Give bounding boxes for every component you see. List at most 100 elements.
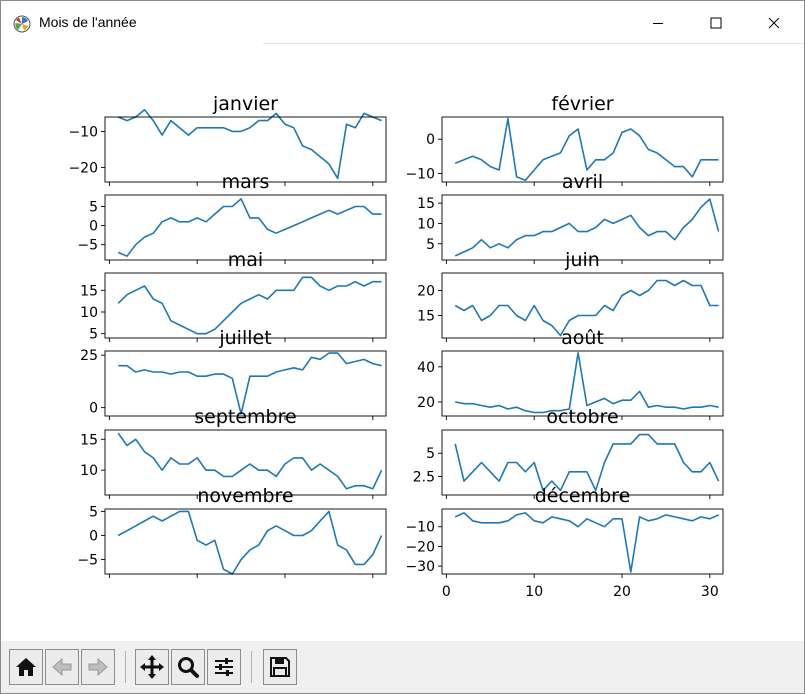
ytick-label: 15 — [417, 309, 435, 325]
ytick-label: −5 — [77, 238, 98, 254]
ytick-label: 15 — [80, 283, 98, 299]
subplot-avril: 15 10 5 avril — [417, 171, 724, 264]
maximize-icon — [710, 17, 722, 29]
window-title: Mois de l'année — [39, 14, 137, 30]
subplot-title: janvier — [212, 93, 278, 115]
home-button[interactable] — [9, 649, 43, 685]
ytick-label: −10 — [68, 124, 98, 140]
floppy-disk-icon — [270, 657, 290, 677]
subplot-juillet: 25 0 juillet — [80, 327, 387, 420]
xtick-label: 0 — [442, 584, 451, 600]
ytick-label: 0 — [89, 401, 98, 417]
xtick-label: 20 — [613, 584, 631, 600]
axes-frame — [441, 350, 724, 417]
ytick-label: −20 — [405, 539, 435, 555]
ytick-label: 10 — [417, 216, 435, 232]
subplot-title: juillet — [218, 327, 271, 349]
ytick-label: 15 — [417, 196, 435, 212]
matplotlib-icon — [13, 15, 31, 33]
ytick-label: −30 — [405, 559, 435, 575]
ytick-label: −5 — [77, 553, 98, 569]
subplot-octobre: 5 2.5 octobre — [413, 406, 724, 499]
xtick-label: 10 — [525, 584, 543, 600]
save-button[interactable] — [263, 649, 297, 685]
ytick-label: 20 — [417, 284, 435, 300]
figure-canvas[interactable]: −10 −20 janvier 0 −10 février 5 0 −5 mars 15 10 5 avr… — [1, 45, 804, 641]
subplot-title: février — [551, 93, 613, 115]
ytick-label: 10 — [80, 463, 98, 479]
subplot-title: mai — [228, 249, 263, 271]
navigation-toolbar — [1, 641, 804, 693]
series-line-août — [455, 351, 719, 414]
subplot-août: 40 20 août — [417, 327, 724, 420]
ytick-label: 40 — [417, 360, 435, 376]
ytick-label: 5 — [426, 446, 435, 462]
ytick-label: 5 — [426, 237, 435, 253]
ytick-label: 5 — [89, 199, 98, 215]
subplot-title: octobre — [546, 406, 618, 428]
axes-frame — [104, 194, 387, 261]
ytick-label: 15 — [80, 432, 98, 448]
series-line-janvier — [117, 109, 382, 180]
series-line-avril — [454, 198, 720, 257]
zoom-button[interactable] — [171, 649, 205, 685]
pan-button[interactable] — [135, 649, 169, 685]
close-icon — [768, 17, 780, 29]
arrow-left-icon — [52, 657, 72, 677]
toolbar-separator — [125, 651, 126, 683]
configure-subplots-button[interactable] — [207, 649, 241, 685]
subplot-septembre: 15 10 septembre — [80, 406, 387, 499]
subplot-mai: 15 10 5 mai — [80, 249, 387, 343]
subplot-janvier: −10 −20 janvier — [68, 93, 387, 186]
ytick-label: 0 — [89, 219, 98, 235]
subplot-novembre: 5 0 −5 novembre — [77, 485, 387, 578]
series-line-novembre — [117, 510, 383, 575]
close-button[interactable] — [745, 1, 803, 45]
axes-frame — [104, 272, 387, 339]
title-separator — [263, 43, 804, 44]
series-line-octobre — [454, 433, 720, 492]
sliders-icon — [215, 658, 233, 676]
move-icon — [140, 655, 164, 679]
ytick-label: −20 — [68, 161, 98, 177]
ytick-label: 5 — [89, 504, 98, 520]
xtick-label: 30 — [701, 584, 719, 600]
ytick-label: −10 — [405, 166, 435, 182]
series-line-février — [454, 117, 719, 182]
arrow-right-icon — [88, 657, 108, 677]
minimize-icon — [653, 23, 663, 24]
subplot-juin: 20 15 juin — [417, 249, 724, 342]
ytick-label: 0 — [426, 132, 435, 148]
axes-frame — [104, 508, 387, 575]
back-button[interactable] — [45, 649, 79, 685]
series-line-juin — [454, 279, 719, 337]
series-line-mai — [117, 276, 382, 335]
subplot-title: décembre — [535, 485, 631, 507]
ytick-label: 10 — [80, 305, 98, 321]
forward-button[interactable] — [81, 649, 115, 685]
subplot-title: novembre — [197, 485, 293, 507]
title-bar: Mois de l'année — [1, 1, 804, 45]
subplot-title: avril — [562, 171, 603, 193]
magnifier-icon — [178, 657, 199, 678]
home-icon — [16, 658, 36, 676]
subplot-title: mars — [222, 171, 270, 193]
axes-frame — [104, 429, 387, 496]
axes-frame — [441, 429, 724, 496]
subplot-mars: 5 0 −5 mars — [77, 171, 387, 264]
ytick-label: 5 — [89, 327, 98, 343]
toolbar-separator — [251, 651, 252, 683]
axes-frame — [104, 350, 387, 417]
axes-frame — [441, 116, 724, 183]
subplot-décembre: −10 −20 −30 0 10 20 30 décembre — [405, 485, 724, 600]
series-line-décembre — [454, 512, 719, 573]
axes-frame — [441, 508, 724, 575]
axes-frame — [104, 116, 387, 183]
minimize-button[interactable] — [629, 1, 687, 45]
ytick-label: 2.5 — [413, 469, 435, 485]
ytick-label: 20 — [417, 395, 435, 411]
ytick-label: 0 — [89, 528, 98, 544]
subplot-title: septembre — [194, 406, 296, 428]
subplot-février: 0 −10 février — [405, 93, 724, 186]
maximize-button[interactable] — [687, 1, 745, 45]
